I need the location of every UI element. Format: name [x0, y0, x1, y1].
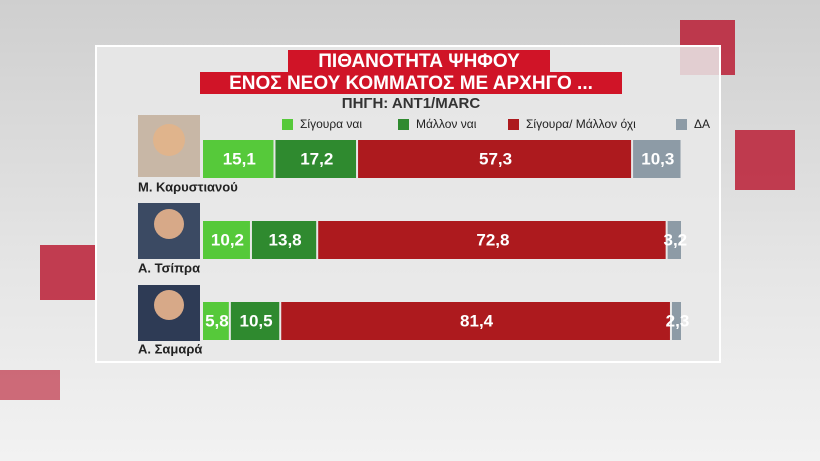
bar-segment: [203, 140, 274, 178]
legend-swatch: [676, 119, 687, 130]
decor: [735, 130, 795, 190]
bar-segment: [251, 221, 317, 259]
photo-face: [154, 209, 184, 239]
photo-face: [154, 290, 184, 320]
legend-swatch: [508, 119, 519, 130]
value-label: 72,8: [476, 230, 509, 249]
bar-segment: [275, 140, 357, 178]
chart-title: ΕΝΟΣ ΝΕΟΥ ΚΟΜΜΑΤΟΣ ΜΕ ΑΡΧΗΓΟ ...: [229, 73, 593, 94]
chart-title: ΠΙΘΑΝΟΤΗΤΑ ΨΗΦΟΥ: [318, 51, 520, 72]
title-box: [200, 72, 622, 94]
photos: [138, 115, 200, 341]
legend-swatch: [398, 119, 409, 130]
value-label: 15,1: [223, 149, 256, 168]
bar-segment: [633, 140, 681, 178]
category-label: Α. Τσίπρα: [138, 260, 200, 275]
value-label: 10,5: [239, 311, 272, 330]
bar-segment: [667, 221, 681, 259]
value-label: 10,3: [641, 149, 674, 168]
value-label: 5,8: [205, 311, 229, 330]
title-box: [288, 50, 550, 72]
value-label: 3,2: [663, 230, 687, 249]
value-label: 81,4: [460, 311, 494, 330]
decor: [0, 370, 60, 400]
legend-label: Μάλλον ναι: [416, 117, 477, 131]
value-label: 10,2: [211, 230, 244, 249]
source: ΠΗΓΗ: ΑΝΤ1/MARC: [342, 95, 481, 112]
legend-label: ΔΑ: [694, 117, 710, 131]
bar-segment: [358, 140, 632, 178]
value-label: 17,2: [300, 149, 333, 168]
legend-label: Σίγουρα/ Μάλλον όχι: [526, 117, 636, 131]
value-label: 57,3: [479, 149, 512, 168]
value-label: 13,8: [269, 230, 302, 249]
value-label: 2,3: [666, 311, 690, 330]
bar-segment: [318, 221, 666, 259]
photo-face: [153, 124, 185, 156]
category-label: Α. Σαμαρά: [138, 341, 202, 356]
bar-segment: [281, 302, 670, 340]
bar-segment: [203, 302, 229, 340]
bar-segment: [230, 302, 280, 340]
bar-segment: [671, 302, 681, 340]
bar-segment: [203, 221, 250, 259]
legend-swatch: [282, 119, 293, 130]
category-label: Μ. Καρυστιανού: [138, 179, 238, 194]
legend-label: Σίγουρα ναι: [300, 117, 362, 131]
decor: [40, 245, 95, 300]
